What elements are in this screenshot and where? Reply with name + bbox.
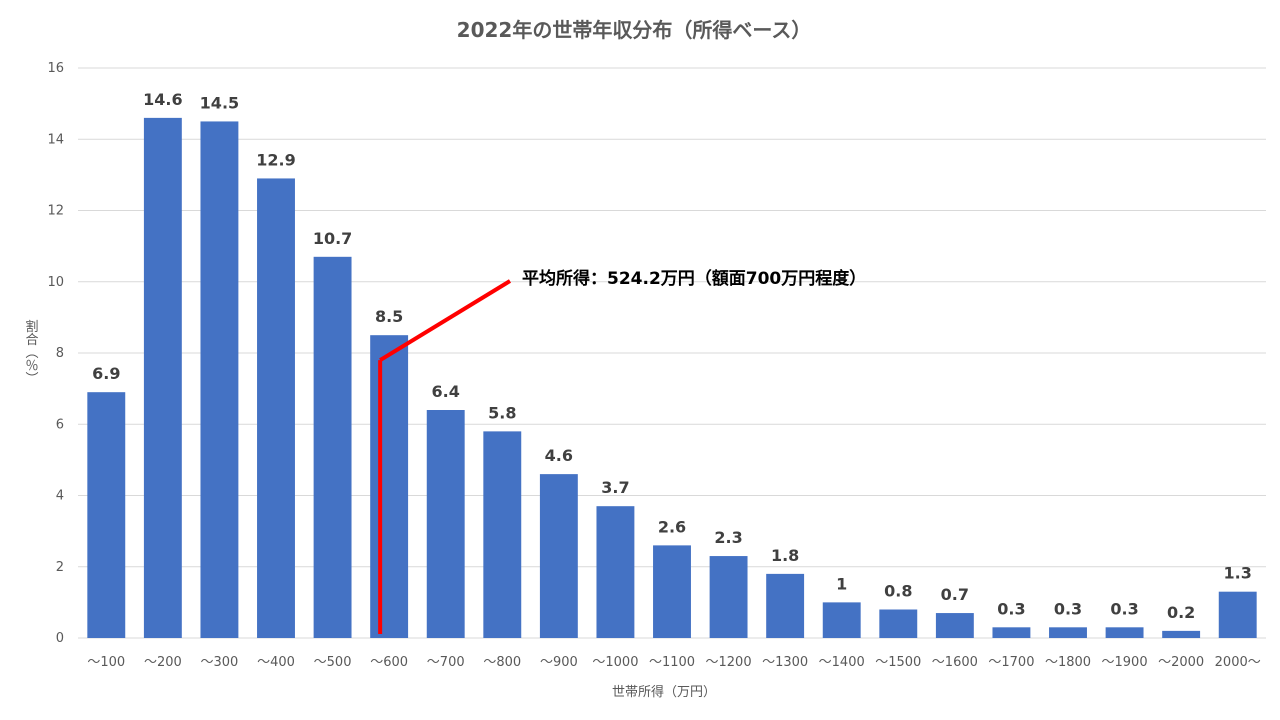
x-tick-label: ～1300 [762,655,808,670]
x-axis-ticks: ～100 ～200 ～300 ～400 ～500 ～600 ～700 ～800 ～900 ～100… [87,655,1260,670]
y-tick-label: 14 [47,132,64,147]
x-tick-label: ～1700 [988,655,1034,670]
y-tick-label: 8 [56,346,64,361]
x-tick-label: ～600 [370,655,408,670]
data-label: 0.8 [884,582,912,601]
x-tick-label: ～700 [427,655,465,670]
x-tick-label: ～1500 [875,655,921,670]
x-tick-label: ～1100 [649,655,695,670]
x-axis-title: 世帯所得（万円） [612,684,716,700]
x-tick-label: 2000～ [1215,655,1261,670]
x-tick-label: ～900 [540,655,578,670]
bar [653,545,691,638]
bar [1162,630,1201,638]
bar [539,474,578,638]
x-tick-label: ～500 [314,655,352,670]
x-tick-label: ～1200 [706,655,752,670]
bar [426,410,465,638]
data-label: 6.4 [432,382,460,401]
data-labels: 6.914.6 14.512.910.78.56.45.84.63.72.62.3… [92,90,1252,622]
x-tick-label: ～200 [144,655,182,670]
data-label: 2.6 [658,517,686,536]
bar [313,256,352,638]
x-tick-label: ～1000 [592,655,638,670]
bar [370,335,409,638]
x-tick-label: ～1800 [1045,655,1091,670]
y-tick-label: 12 [47,204,64,219]
data-label: 1 [836,574,847,593]
bar [483,431,522,638]
data-label: 10.7 [313,229,352,248]
bar [992,627,1031,638]
annotation: 平均所得：524.2万円（額面700万円程度） [378,268,866,634]
data-label: 8.5 [375,307,403,326]
y-tick-label: 2 [56,560,64,575]
data-label: 6.9 [92,364,120,383]
data-label: 2.3 [714,528,742,547]
x-tick-label: ～800 [483,655,521,670]
x-tick-label: ～2000 [1158,655,1204,670]
x-tick-label: ～1900 [1102,655,1148,670]
bar [822,602,861,638]
y-tick-label: 6 [56,417,64,432]
bar [935,613,974,638]
bar [879,609,918,638]
bar [709,556,748,638]
bars [87,117,1257,638]
y-tick-label: 0 [56,631,64,646]
y-tick-label: 16 [47,61,64,76]
bar [596,506,635,638]
y-axis-title: 割合（％） [23,319,39,385]
data-label: 1.8 [771,546,799,565]
data-label: 14.5 [200,93,239,112]
bar [766,573,805,638]
x-tick-label: ～1600 [932,655,978,670]
data-label: 0.3 [1054,599,1082,618]
y-axis-ticks: 0 2 4 6 8 10 12 14 16 [47,61,64,646]
bar [143,117,182,638]
x-tick-label: ～400 [257,655,295,670]
bar [87,392,126,638]
bar [1049,627,1087,638]
data-label: 14.6 [143,90,182,109]
y-tick-label: 4 [56,489,64,504]
data-label: 5.8 [488,403,516,422]
y-tick-label: 10 [47,275,64,290]
bar [257,178,295,638]
annotation-leader-line [379,279,512,362]
data-label: 3.7 [601,478,629,497]
bar [1218,591,1257,638]
data-label: 0.2 [1167,603,1195,622]
bar [1105,627,1144,638]
data-label: 4.6 [545,446,573,465]
data-label: 12.9 [256,150,295,169]
data-label: 0.7 [941,585,969,604]
x-tick-label: ～100 [87,655,125,670]
x-tick-label: ～300 [201,655,239,670]
annotation-label: 平均所得：524.2万円（額面700万円程度） [522,268,866,289]
chart-title: 2022年の世帯年収分布（所得ベース） [457,18,812,42]
bar [200,121,239,638]
data-label: 1.3 [1224,564,1252,583]
data-label: 0.3 [997,599,1025,618]
x-tick-label: ～1400 [819,655,865,670]
data-label: 0.3 [1110,599,1138,618]
